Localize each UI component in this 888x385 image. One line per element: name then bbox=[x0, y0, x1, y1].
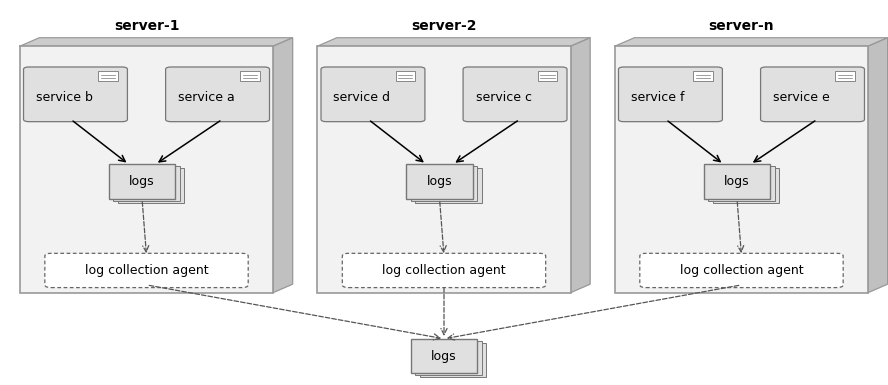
FancyBboxPatch shape bbox=[318, 46, 571, 293]
FancyBboxPatch shape bbox=[835, 71, 854, 81]
Polygon shape bbox=[20, 38, 293, 46]
FancyBboxPatch shape bbox=[703, 164, 770, 199]
FancyBboxPatch shape bbox=[240, 71, 259, 81]
Text: service e: service e bbox=[773, 91, 829, 104]
Text: server-1: server-1 bbox=[114, 19, 179, 33]
Text: service a: service a bbox=[178, 91, 234, 104]
Text: service c: service c bbox=[476, 91, 532, 104]
FancyBboxPatch shape bbox=[45, 253, 249, 288]
FancyBboxPatch shape bbox=[708, 166, 774, 201]
Text: server-n: server-n bbox=[709, 19, 774, 33]
FancyBboxPatch shape bbox=[20, 46, 274, 293]
FancyBboxPatch shape bbox=[416, 168, 481, 203]
FancyBboxPatch shape bbox=[420, 343, 487, 377]
FancyBboxPatch shape bbox=[639, 253, 843, 288]
Text: logs: logs bbox=[427, 175, 452, 188]
Text: log collection agent: log collection agent bbox=[84, 264, 209, 277]
FancyBboxPatch shape bbox=[165, 67, 270, 122]
FancyBboxPatch shape bbox=[618, 67, 723, 122]
FancyBboxPatch shape bbox=[321, 67, 424, 122]
Text: log collection agent: log collection agent bbox=[679, 264, 804, 277]
FancyBboxPatch shape bbox=[395, 71, 416, 81]
Text: logs: logs bbox=[432, 350, 456, 363]
FancyBboxPatch shape bbox=[114, 166, 179, 201]
Polygon shape bbox=[318, 38, 590, 46]
FancyBboxPatch shape bbox=[410, 166, 478, 201]
FancyBboxPatch shape bbox=[760, 67, 865, 122]
FancyBboxPatch shape bbox=[712, 168, 779, 203]
FancyBboxPatch shape bbox=[109, 164, 175, 199]
Polygon shape bbox=[571, 38, 590, 293]
Text: log collection agent: log collection agent bbox=[382, 264, 506, 277]
FancyBboxPatch shape bbox=[416, 341, 481, 375]
FancyBboxPatch shape bbox=[464, 67, 567, 122]
FancyBboxPatch shape bbox=[117, 168, 185, 203]
Polygon shape bbox=[614, 38, 888, 46]
FancyBboxPatch shape bbox=[99, 71, 117, 81]
FancyBboxPatch shape bbox=[406, 164, 472, 199]
Text: service f: service f bbox=[630, 91, 685, 104]
Text: logs: logs bbox=[130, 175, 155, 188]
FancyBboxPatch shape bbox=[693, 71, 712, 81]
FancyBboxPatch shape bbox=[24, 67, 128, 122]
Text: service d: service d bbox=[334, 91, 391, 104]
Text: logs: logs bbox=[725, 175, 749, 188]
FancyBboxPatch shape bbox=[614, 46, 868, 293]
FancyBboxPatch shape bbox=[410, 339, 478, 373]
Polygon shape bbox=[274, 38, 293, 293]
FancyBboxPatch shape bbox=[537, 71, 558, 81]
Polygon shape bbox=[868, 38, 888, 293]
Text: service b: service b bbox=[36, 91, 93, 104]
FancyBboxPatch shape bbox=[343, 253, 545, 288]
Text: server-2: server-2 bbox=[411, 19, 477, 33]
